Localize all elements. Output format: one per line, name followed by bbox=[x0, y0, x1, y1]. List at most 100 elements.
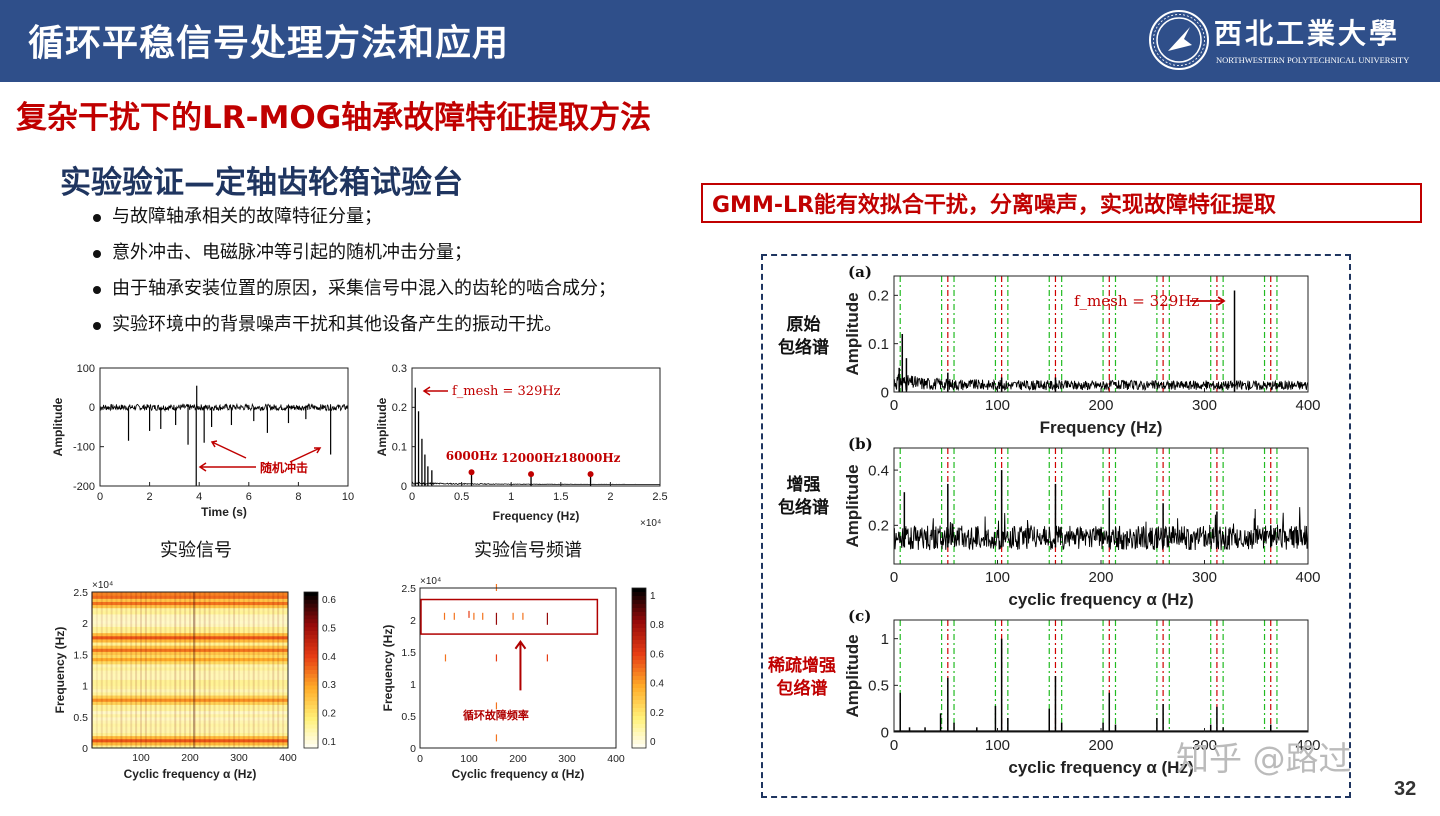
peak-marker bbox=[528, 471, 535, 478]
heatmap-row bbox=[92, 663, 288, 668]
x-tick-label: 0 bbox=[417, 753, 423, 765]
annotation-random-impact: 随机冲击 bbox=[260, 460, 308, 475]
heatmap-row bbox=[92, 616, 288, 621]
colorbar-cell bbox=[632, 604, 646, 609]
colorbar-cell bbox=[304, 619, 318, 624]
page-number: 32 bbox=[1394, 778, 1417, 800]
heatmap-row bbox=[92, 623, 288, 627]
colorbar-cell bbox=[632, 716, 646, 721]
x-tick-label: 400 bbox=[1295, 737, 1320, 754]
colorbar-cell bbox=[304, 638, 318, 644]
colorbar-cell bbox=[304, 716, 318, 722]
colorbar-cell bbox=[632, 636, 646, 641]
panel-letter: (b) bbox=[848, 435, 873, 453]
colorbar-cell bbox=[632, 600, 646, 605]
y-multiplier: ×10⁴ bbox=[92, 580, 113, 591]
colorbar-cell bbox=[632, 660, 646, 665]
row-label-line: 包络谱 bbox=[778, 338, 829, 358]
x-tick-label: 400 bbox=[1295, 569, 1320, 586]
heatmap-row bbox=[92, 694, 288, 699]
colorbar-cell bbox=[632, 588, 646, 593]
x-tick-label: 100 bbox=[985, 569, 1010, 586]
row-label-line: 原始 bbox=[786, 315, 821, 335]
colorbar-cell bbox=[632, 628, 646, 633]
x-tick-label: 300 bbox=[558, 753, 576, 765]
envelope-trace bbox=[893, 507, 1309, 551]
heatmap-row bbox=[92, 601, 288, 606]
colorbar-tick-label: 0.2 bbox=[650, 708, 664, 719]
colorbar-cell bbox=[304, 697, 318, 702]
colorbar-cell bbox=[304, 650, 318, 655]
y-tick-label: 2 bbox=[82, 618, 88, 630]
envelope-trace bbox=[893, 373, 1309, 392]
colorbar-cell bbox=[304, 689, 318, 694]
colorbar-tick-label: 0.4 bbox=[650, 679, 664, 690]
caption-spectrum: 实验信号频谱 bbox=[474, 540, 582, 561]
colorbar-cell bbox=[632, 616, 646, 621]
signal-spectrum-chart: 0 0.5 1 1.5 2 2.5 0.3 0.2 0.1 0 ×10⁴ Frequency (Hz)… bbox=[375, 363, 668, 529]
heatmap-row bbox=[92, 673, 288, 677]
peak-label: 12000Hz bbox=[501, 451, 561, 465]
colorbar-tick-label: 0.5 bbox=[322, 623, 336, 634]
heatmap-row bbox=[92, 629, 288, 634]
heatmap-row bbox=[92, 654, 288, 659]
y-tick-label: 0.5 bbox=[868, 678, 889, 695]
colorbar-cell bbox=[632, 592, 646, 597]
envelope-enhanced-chart: 0 100 200 300 400 0.4 0.2 (b) cyclic frequency α… bbox=[843, 435, 1321, 609]
x-tick-label: 200 bbox=[181, 752, 199, 764]
heatmap-row bbox=[92, 707, 288, 712]
colorbar-cell bbox=[304, 681, 318, 687]
heatmap-row bbox=[92, 641, 288, 646]
y-tick-label: 2 bbox=[410, 615, 416, 627]
row-label-enhanced: 增强 包络谱 bbox=[778, 474, 829, 520]
y-tick-label: 0.2 bbox=[392, 402, 407, 414]
colorbar-cell bbox=[632, 688, 646, 693]
colorbar-cell bbox=[304, 595, 318, 601]
plot-frame bbox=[99, 367, 349, 487]
x-axis-label: Cyclic frequency α (Hz) bbox=[124, 767, 257, 781]
colorbar-cell bbox=[304, 627, 318, 632]
colorbar-cell bbox=[304, 736, 318, 741]
y-axis-label: Amplitude bbox=[375, 397, 389, 456]
colorbar-cell bbox=[304, 673, 318, 679]
colorbar-frame bbox=[631, 587, 647, 749]
caption-signal: 实验信号 bbox=[160, 540, 232, 561]
x-tick-label: 2.5 bbox=[652, 491, 667, 503]
colorbar-cell bbox=[304, 677, 318, 683]
y-tick-label: 2.5 bbox=[401, 583, 416, 595]
colorbar-cell bbox=[304, 623, 318, 628]
university-english-name: NORTHWESTERN POLYTECHNICAL UNIVERSITY bbox=[1216, 55, 1410, 65]
colorbar-cell bbox=[632, 740, 646, 745]
row-label-original: 原始 包络谱 bbox=[778, 314, 829, 360]
x-tick-label: 2 bbox=[147, 491, 153, 503]
x-axis-label: Frequency (Hz) bbox=[493, 509, 580, 523]
colorbar-cell bbox=[632, 596, 646, 601]
row-label-line: 稀疏增强 bbox=[768, 656, 836, 676]
heatmap-row bbox=[92, 604, 288, 609]
heatmap-row bbox=[92, 607, 288, 612]
colorbar-cell bbox=[304, 607, 318, 612]
colorbar-tick-label: 0.8 bbox=[650, 620, 664, 631]
colorbar-tick-label: 0.2 bbox=[322, 709, 336, 720]
heatmap-row bbox=[92, 648, 288, 652]
peak-marker bbox=[587, 471, 594, 478]
colorbar-cell bbox=[632, 736, 646, 741]
colorbar-cell bbox=[304, 603, 318, 609]
peak-label: 6000Hz bbox=[446, 449, 498, 463]
y-axis-label: Frequency (Hz) bbox=[53, 627, 67, 714]
y-tick-label: 0.1 bbox=[392, 442, 407, 454]
colorbar-cell bbox=[632, 732, 646, 737]
x-tick-label: 200 bbox=[1088, 737, 1113, 754]
y-tick-label: 0 bbox=[881, 724, 889, 741]
y-tick-label: 2.5 bbox=[73, 587, 88, 599]
bullet-item: 与故障轴承相关的故障特征分量； bbox=[90, 203, 616, 239]
callout-text: GMM-LR能有效拟合干扰，分离噪声，实现故障特征提取 bbox=[712, 193, 1276, 218]
annotation-fmesh: f_mesh = 329Hz bbox=[452, 384, 561, 399]
heatmap-row bbox=[92, 701, 288, 705]
x-tick-label: 6 bbox=[246, 491, 252, 503]
callout-box bbox=[701, 183, 1422, 223]
bullet-item: 实验环境中的背景噪声干扰和其他设备产生的振动干扰。 bbox=[90, 311, 616, 347]
colorbar-tick-label: 0.1 bbox=[322, 737, 336, 748]
x-axis-label: cyclic frequency α (Hz) bbox=[1008, 758, 1193, 777]
colorbar-cell bbox=[632, 712, 646, 717]
